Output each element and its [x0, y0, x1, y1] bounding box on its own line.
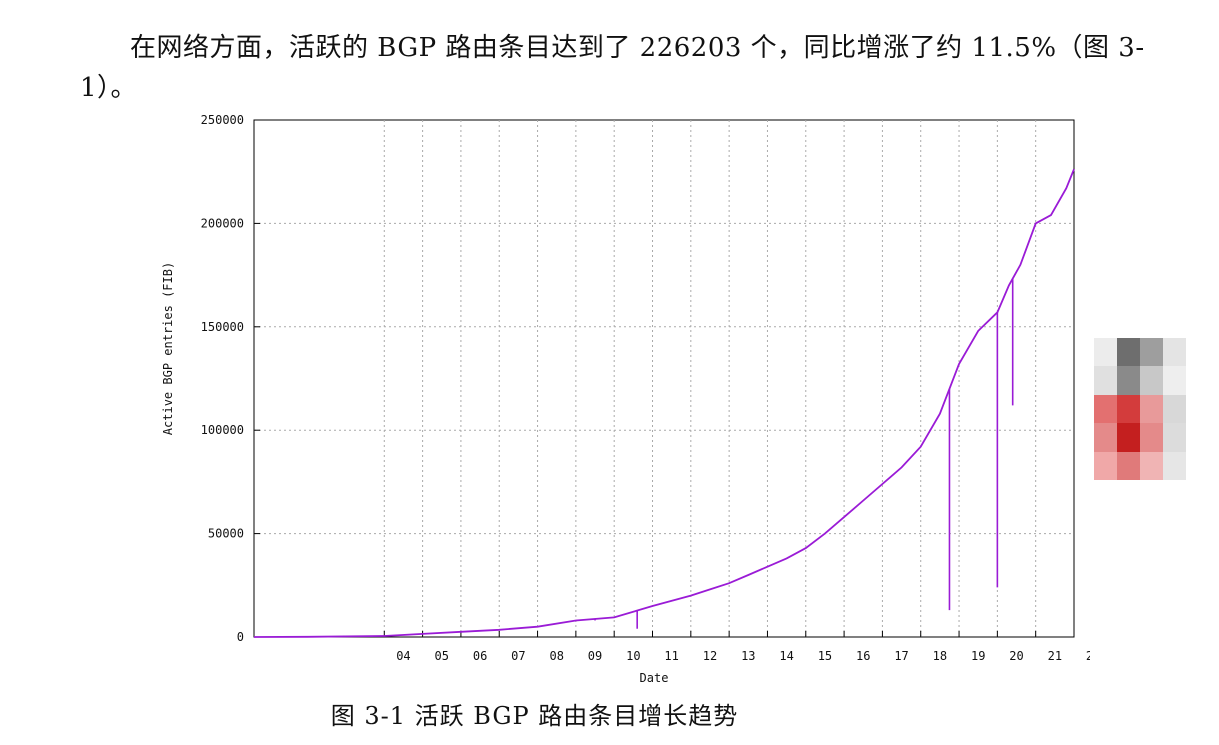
- mosaic-cell: [1094, 394, 1117, 424]
- y-tick-label: 100000: [201, 423, 244, 437]
- mosaic-cell: [1163, 451, 1186, 480]
- mosaic-cell: [1117, 423, 1140, 452]
- mosaic-cell: [1163, 394, 1186, 424]
- y-tick-label: 0: [237, 630, 244, 644]
- mosaic-cell: [1140, 451, 1163, 480]
- x-tick-label: 17: [894, 649, 908, 663]
- y-tick-label: 250000: [201, 113, 244, 127]
- x-tick-label: 04: [396, 649, 410, 663]
- mosaic-cell: [1140, 394, 1163, 424]
- mosaic-cell: [1094, 338, 1117, 367]
- mosaic-cell: [1094, 423, 1117, 452]
- x-tick-label: 07: [511, 649, 525, 663]
- figure-caption-text: 图 3-1 活跃 BGP 路由条目增长趋势: [330, 702, 739, 730]
- x-tick-label: 05: [435, 649, 449, 663]
- body-paragraph: 在网络方面，活跃的 BGP 路由条目达到了 226203 个，同比增涨了约 11…: [80, 33, 1145, 103]
- mosaic-cell: [1117, 394, 1140, 424]
- mosaic-cell: [1094, 366, 1117, 395]
- bgp-growth-chart: 0 50000 100000 150000 200000 250000 04 05 06 07 08…: [150, 110, 1177, 704]
- y-tick-label: 200000: [201, 216, 244, 230]
- chart-svg: 0 50000 100000 150000 200000 250000 04 05 06 07 08…: [161, 113, 1177, 685]
- x-tick-label: 15: [818, 649, 832, 663]
- plot-frame: [253, 119, 1075, 638]
- x-tick-label: 19: [971, 649, 985, 663]
- x-tick-label: 06: [473, 649, 487, 663]
- y-tick-label: 50000: [208, 527, 244, 541]
- mosaic-cell: [1140, 338, 1163, 367]
- mosaic-cell: [1163, 423, 1186, 452]
- x-tick-label: 11: [664, 649, 678, 663]
- mosaic-cell: [1163, 338, 1186, 367]
- x-tick-label: 08: [549, 649, 563, 663]
- x-axis-label: Date: [640, 671, 669, 685]
- mosaic-cell: [1140, 366, 1163, 395]
- x-tick-label: 18: [933, 649, 947, 663]
- x-tick-label: 14: [779, 649, 793, 663]
- figure-caption: 图 3-1 活跃 BGP 路由条目增长趋势: [0, 696, 1219, 731]
- mosaic-cell: [1163, 366, 1186, 395]
- mosaic-cell: [1140, 423, 1163, 452]
- x-tick-label: 20: [1009, 649, 1023, 663]
- mosaic-cell: [1094, 451, 1117, 480]
- bgp-entries-line: [253, 168, 1075, 638]
- y-axis-label: Active BGP entries (FIB): [161, 262, 175, 435]
- mosaic-cell: [1117, 338, 1140, 367]
- mosaic-cell: [1117, 451, 1140, 480]
- x-tick-label: 13: [741, 649, 755, 663]
- x-tick-label: 22: [1086, 649, 1090, 663]
- x-tick-label: 09: [588, 649, 602, 663]
- x-tick-label: 12: [703, 649, 717, 663]
- pixelated-stamp-image: [1094, 338, 1186, 480]
- x-tick-label: 21: [1048, 649, 1062, 663]
- y-tick-label: 150000: [201, 320, 244, 334]
- x-tick-label: 16: [856, 649, 870, 663]
- mosaic-cell: [1117, 366, 1140, 395]
- x-tick-label: 10: [626, 649, 640, 663]
